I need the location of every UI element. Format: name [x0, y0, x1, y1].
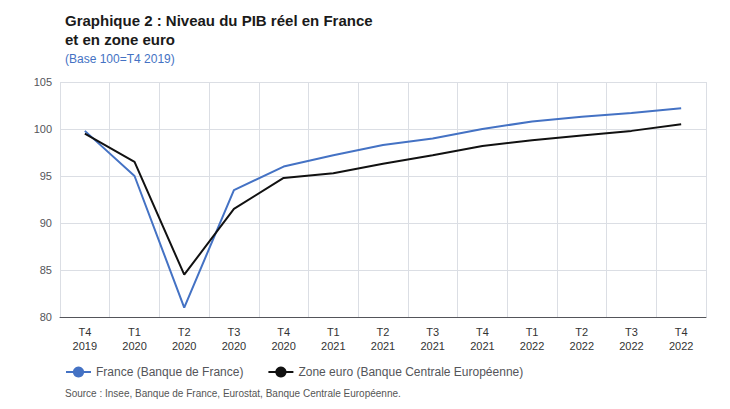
svg-text:2022: 2022 — [520, 340, 544, 352]
svg-text:2022: 2022 — [570, 340, 594, 352]
svg-text:80: 80 — [40, 311, 52, 323]
svg-text:2021: 2021 — [371, 340, 395, 352]
svg-text:T3: T3 — [625, 326, 638, 338]
svg-text:T4: T4 — [476, 326, 489, 338]
svg-text:2019: 2019 — [73, 340, 97, 352]
svg-text:2020: 2020 — [271, 340, 295, 352]
svg-text:95: 95 — [40, 170, 52, 182]
svg-text:Graphique 2 : Niveau du PIB ré: Graphique 2 : Niveau du PIB réel en Fran… — [65, 12, 373, 29]
svg-text:2020: 2020 — [172, 340, 196, 352]
svg-text:Zone euro (Banque Centrale Eur: Zone euro (Banque Centrale Européenne) — [298, 365, 523, 379]
svg-text:2022: 2022 — [619, 340, 643, 352]
svg-text:(Base 100=T4 2019): (Base 100=T4 2019) — [65, 52, 175, 66]
svg-text:2022: 2022 — [669, 340, 693, 352]
svg-text:85: 85 — [40, 264, 52, 276]
svg-text:2021: 2021 — [470, 340, 494, 352]
svg-text:2020: 2020 — [222, 340, 246, 352]
svg-text:France (Banque de France): France (Banque de France) — [96, 365, 243, 379]
svg-text:Source : Insee, Banque de Fran: Source : Insee, Banque de France, Eurost… — [65, 388, 401, 399]
svg-text:T2: T2 — [575, 326, 588, 338]
svg-text:et en zone euro: et en zone euro — [65, 31, 175, 48]
svg-text:T1: T1 — [327, 326, 340, 338]
svg-text:100: 100 — [34, 123, 52, 135]
svg-text:T4: T4 — [675, 326, 688, 338]
svg-text:T1: T1 — [128, 326, 141, 338]
svg-text:T2: T2 — [178, 326, 191, 338]
svg-text:T4: T4 — [78, 326, 91, 338]
svg-text:90: 90 — [40, 217, 52, 229]
svg-text:2021: 2021 — [321, 340, 345, 352]
svg-text:T1: T1 — [526, 326, 539, 338]
svg-text:2021: 2021 — [420, 340, 444, 352]
svg-text:T3: T3 — [228, 326, 241, 338]
svg-text:T4: T4 — [277, 326, 290, 338]
svg-text:T2: T2 — [377, 326, 390, 338]
svg-text:2020: 2020 — [122, 340, 146, 352]
svg-text:105: 105 — [34, 76, 52, 88]
svg-text:T3: T3 — [426, 326, 439, 338]
